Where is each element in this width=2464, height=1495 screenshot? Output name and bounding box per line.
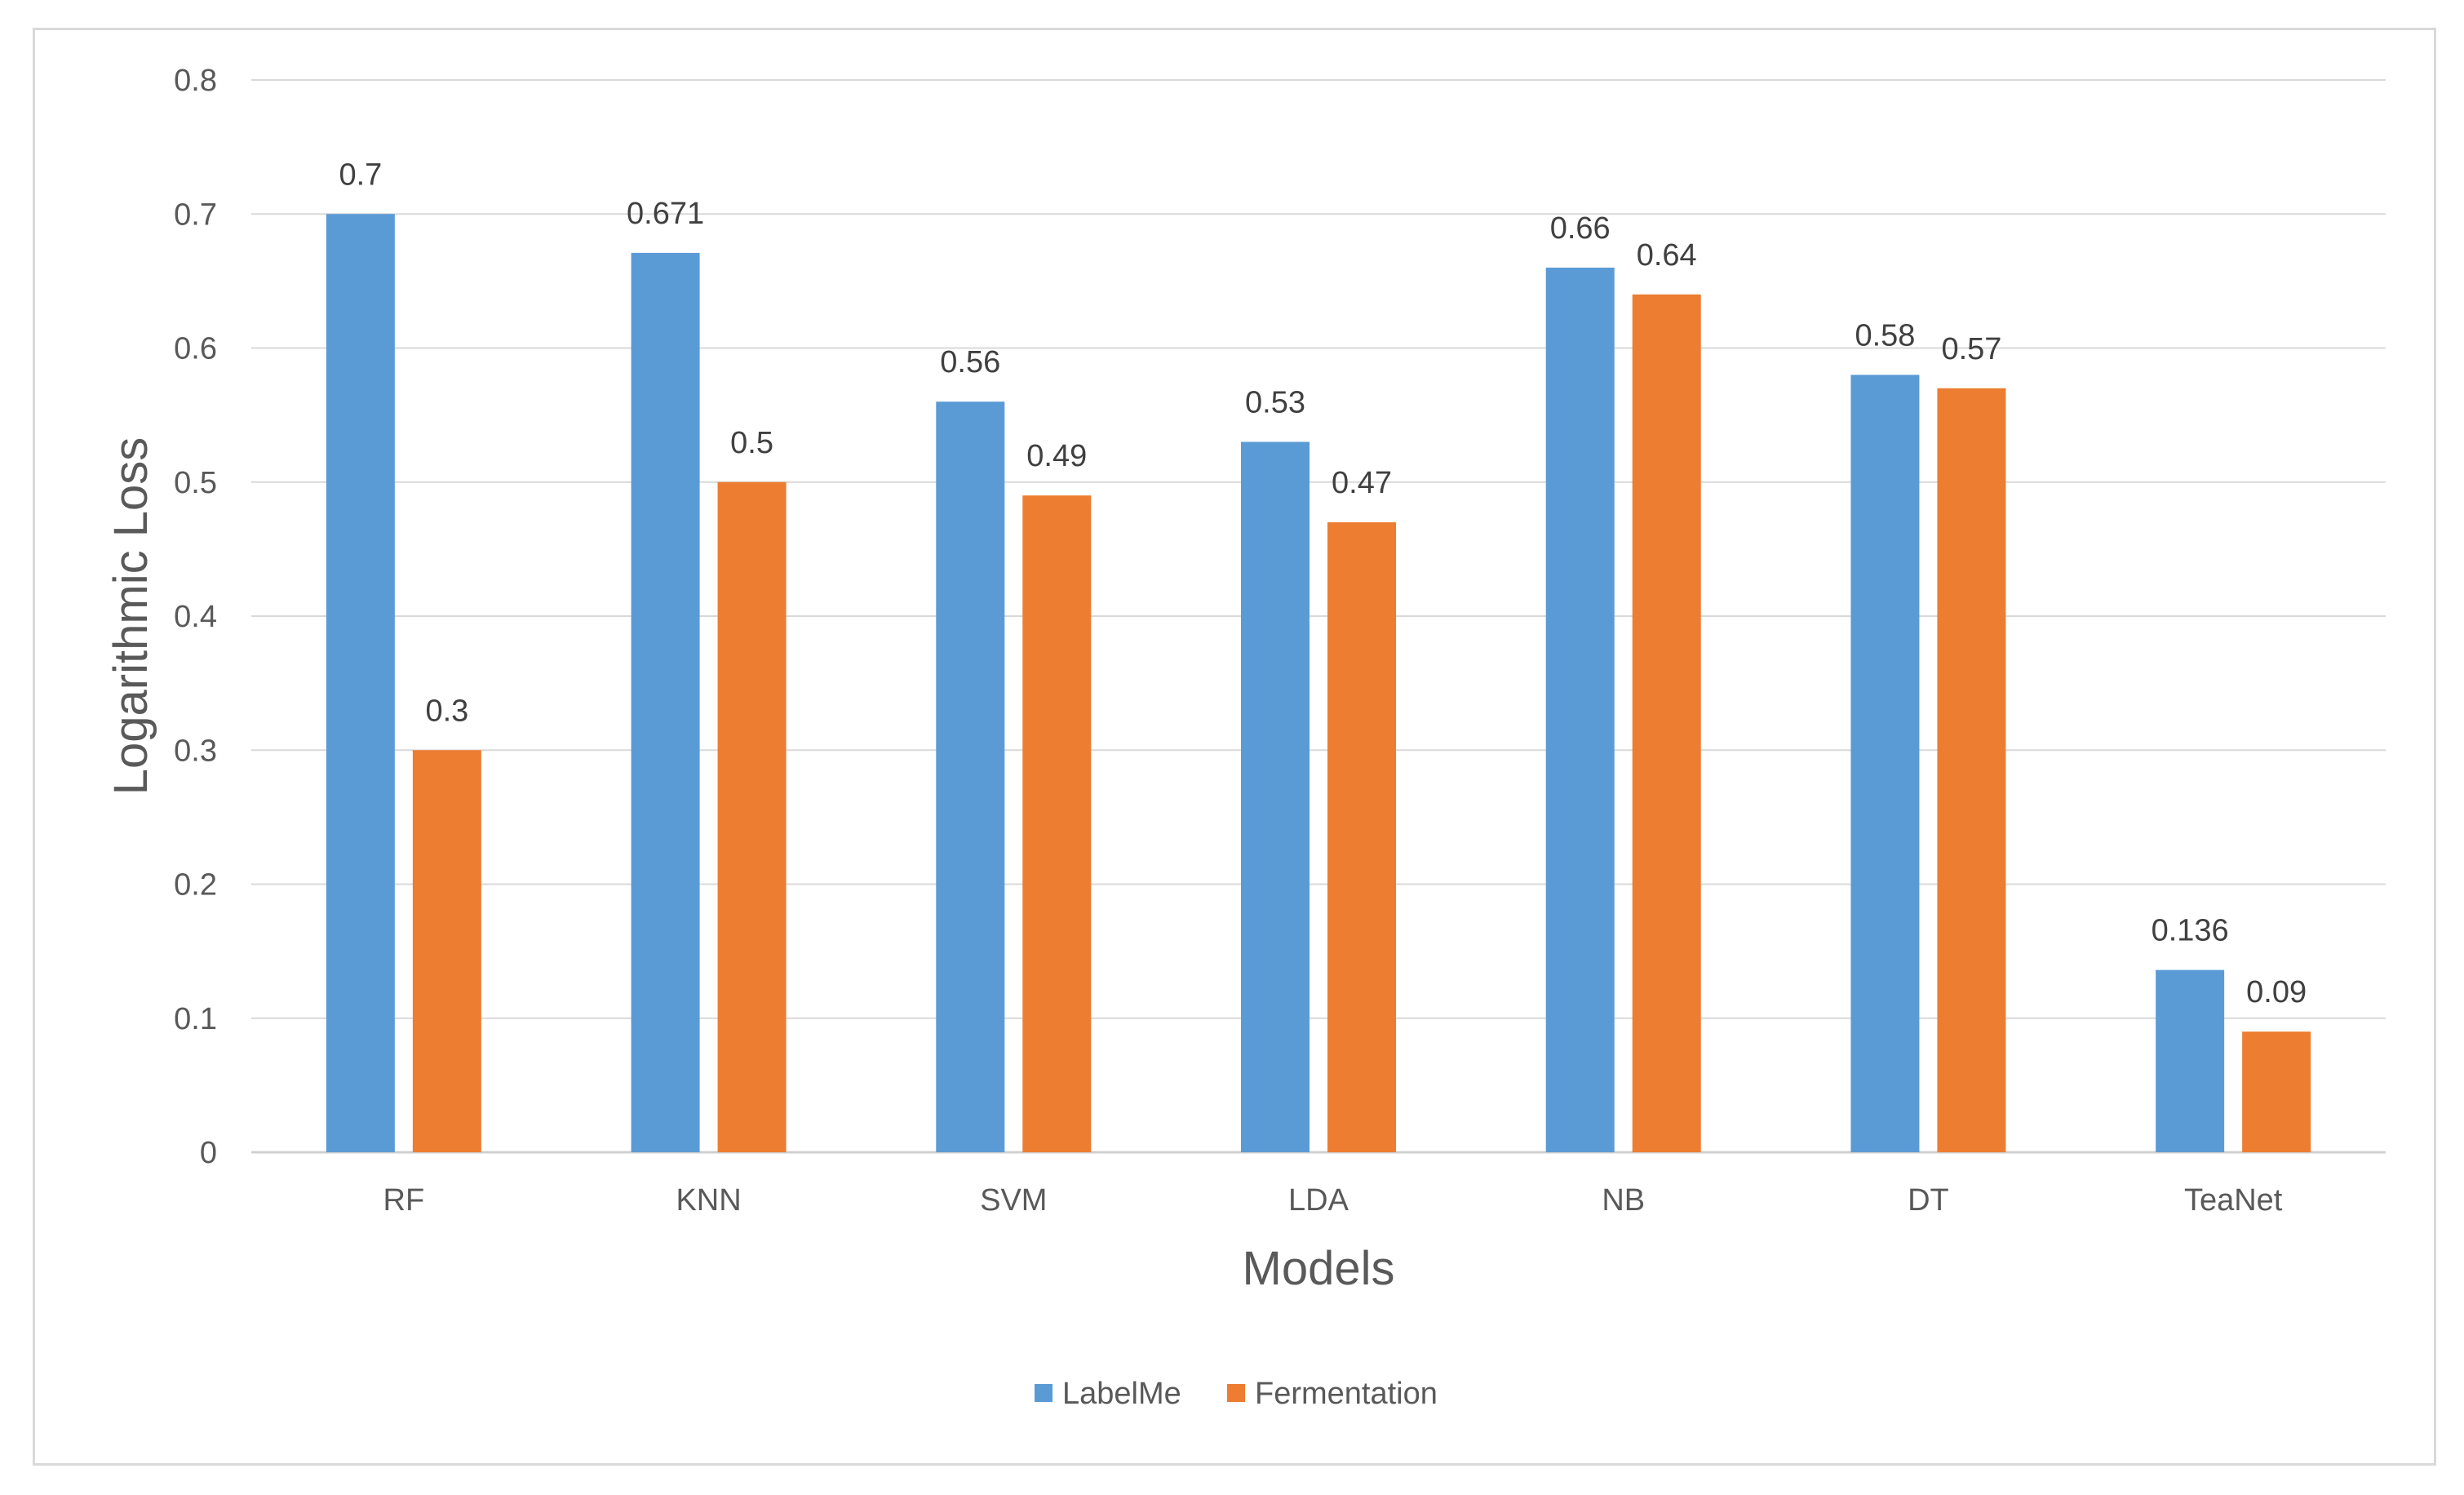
y-tick-label: 0.7 <box>174 197 217 232</box>
x-tick-label: RF <box>383 1183 425 1218</box>
bars <box>326 214 2311 1153</box>
data-label: 0.53 <box>1245 385 1305 419</box>
chart-frame <box>33 28 2436 1466</box>
bar-fermentation-nb <box>1632 294 1701 1152</box>
x-tick-label: KNN <box>676 1183 741 1218</box>
y-tick-label: 0.4 <box>174 600 217 634</box>
y-tick-label: 0.5 <box>174 466 217 500</box>
y-tick-label: 0.1 <box>174 1002 217 1036</box>
bar-fermentation-svm <box>1022 495 1092 1152</box>
x-tick-label: NB <box>1602 1183 1645 1218</box>
data-label: 0.7 <box>339 157 382 192</box>
y-tick-label: 0.3 <box>174 734 217 768</box>
bar-labelme-lda <box>1241 441 1310 1152</box>
data-label: 0.56 <box>940 345 1000 379</box>
y-tick-label: 0.8 <box>174 64 217 98</box>
y-axis-ticks: 0 0.1 0.2 0.3 0.4 0.5 0.6 0.7 0.8 <box>174 64 217 1170</box>
bar-fermentation-rf <box>412 750 481 1152</box>
bar-fermentation-dt <box>1937 388 2006 1152</box>
bar-labelme-rf <box>326 214 395 1152</box>
data-label: 0.66 <box>1550 211 1611 246</box>
bar-labelme-svm <box>936 401 1005 1152</box>
legend-swatch-fermentation <box>1227 1384 1245 1402</box>
data-label: 0.136 <box>2152 914 2229 948</box>
x-tick-label: TeaNet <box>2184 1183 2283 1218</box>
bar-labelme-nb <box>1545 267 1615 1153</box>
gridlines <box>251 79 2386 1154</box>
data-label: 0.5 <box>730 426 773 460</box>
x-axis-ticks: RF KNN SVM LDA NB DT TeaNet <box>383 1183 2283 1218</box>
legend-label: LabelMe <box>1062 1377 1181 1411</box>
data-label: 0.57 <box>1941 332 2001 366</box>
x-tick-label: LDA <box>1288 1183 1349 1218</box>
x-axis-title: Models <box>1243 1242 1395 1295</box>
bar-fermentation-knn <box>717 481 787 1152</box>
legend: LabelMe Fermentation <box>1035 1377 1438 1411</box>
bar-fermentation-teanet <box>2242 1031 2311 1152</box>
y-axis-title: Logarithmic Loss <box>104 437 157 795</box>
data-label: 0.58 <box>1855 318 1915 353</box>
legend-label: Fermentation <box>1255 1377 1438 1411</box>
x-tick-label: SVM <box>980 1183 1047 1218</box>
data-labels: 0.7 0.3 0.671 0.5 0.56 0.49 0.53 0.47 0.66 0.64 0.… <box>339 157 2307 1009</box>
data-label: 0.09 <box>2246 975 2307 1009</box>
data-label: 0.47 <box>1332 466 1392 500</box>
y-tick-label: 0 <box>200 1136 217 1170</box>
data-label: 0.3 <box>425 694 468 728</box>
bar-labelme-teanet <box>2156 969 2225 1152</box>
data-label: 0.64 <box>1637 238 1697 273</box>
bar-fermentation-lda <box>1327 522 1396 1152</box>
bar-labelme-knn <box>631 252 700 1152</box>
legend-swatch-labelme <box>1035 1384 1053 1402</box>
data-label: 0.671 <box>627 197 704 231</box>
data-label: 0.49 <box>1026 439 1087 473</box>
y-tick-label: 0.2 <box>174 868 217 903</box>
x-tick-label: DT <box>1908 1183 1949 1218</box>
bar-labelme-dt <box>1850 375 1920 1153</box>
y-tick-label: 0.6 <box>174 332 217 366</box>
